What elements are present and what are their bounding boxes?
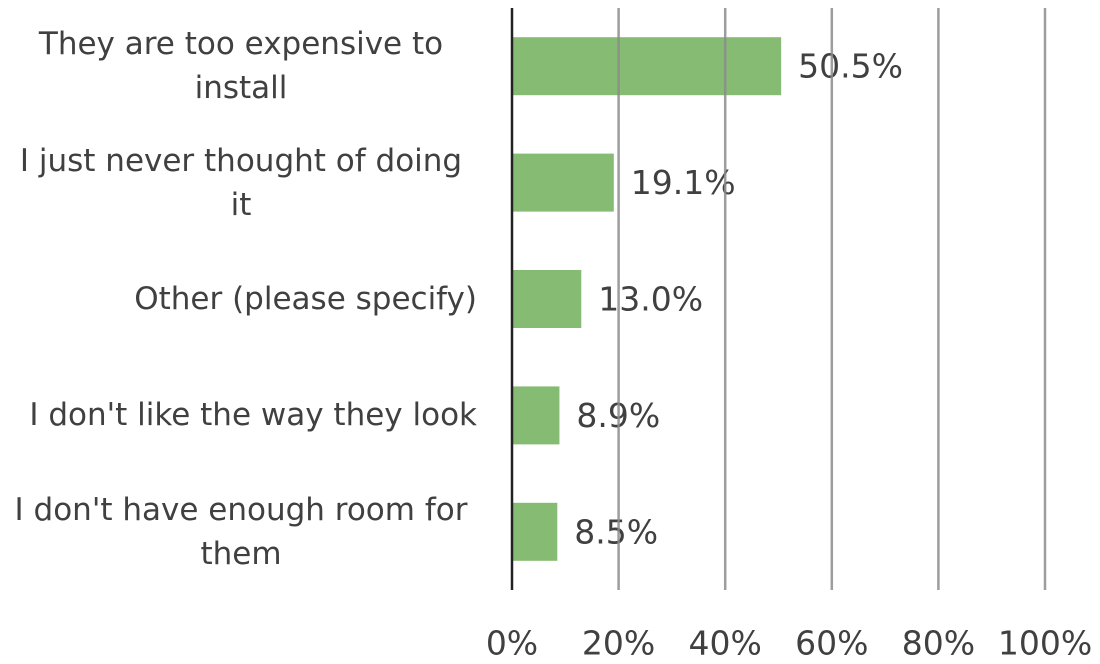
value-label: 50.5% <box>798 47 903 86</box>
x-tick-label: 80% <box>902 624 975 663</box>
category-label-box: They are too expensive to install <box>5 22 477 110</box>
category-label: I just never thought of doing it <box>19 142 463 223</box>
category-label: They are too expensive to install <box>38 26 444 107</box>
category-label-box: I don't like the way they look <box>5 393 477 437</box>
x-tick-label: 60% <box>795 624 868 663</box>
x-tick-label: 100% <box>998 624 1092 663</box>
value-label: 19.1% <box>631 163 736 202</box>
value-label: 13.0% <box>598 280 703 319</box>
category-label-box: I don't have enough room for them <box>5 488 477 576</box>
category-label-box: I just never thought of doing it <box>5 139 477 227</box>
category-label-box: Other (please specify) <box>5 277 477 321</box>
category-label: Other (please specify) <box>134 281 477 317</box>
bar <box>512 270 582 328</box>
bar <box>512 502 558 561</box>
value-label: 8.5% <box>574 512 658 551</box>
bar <box>512 386 560 445</box>
category-label: I don't like the way they look <box>29 397 477 434</box>
x-tick-label: 0% <box>486 624 538 663</box>
x-tick-label: 40% <box>689 624 762 663</box>
bar <box>512 37 782 96</box>
bar <box>512 153 614 212</box>
category-label: I don't have enough room for them <box>14 491 468 572</box>
x-tick-label: 20% <box>582 624 655 663</box>
